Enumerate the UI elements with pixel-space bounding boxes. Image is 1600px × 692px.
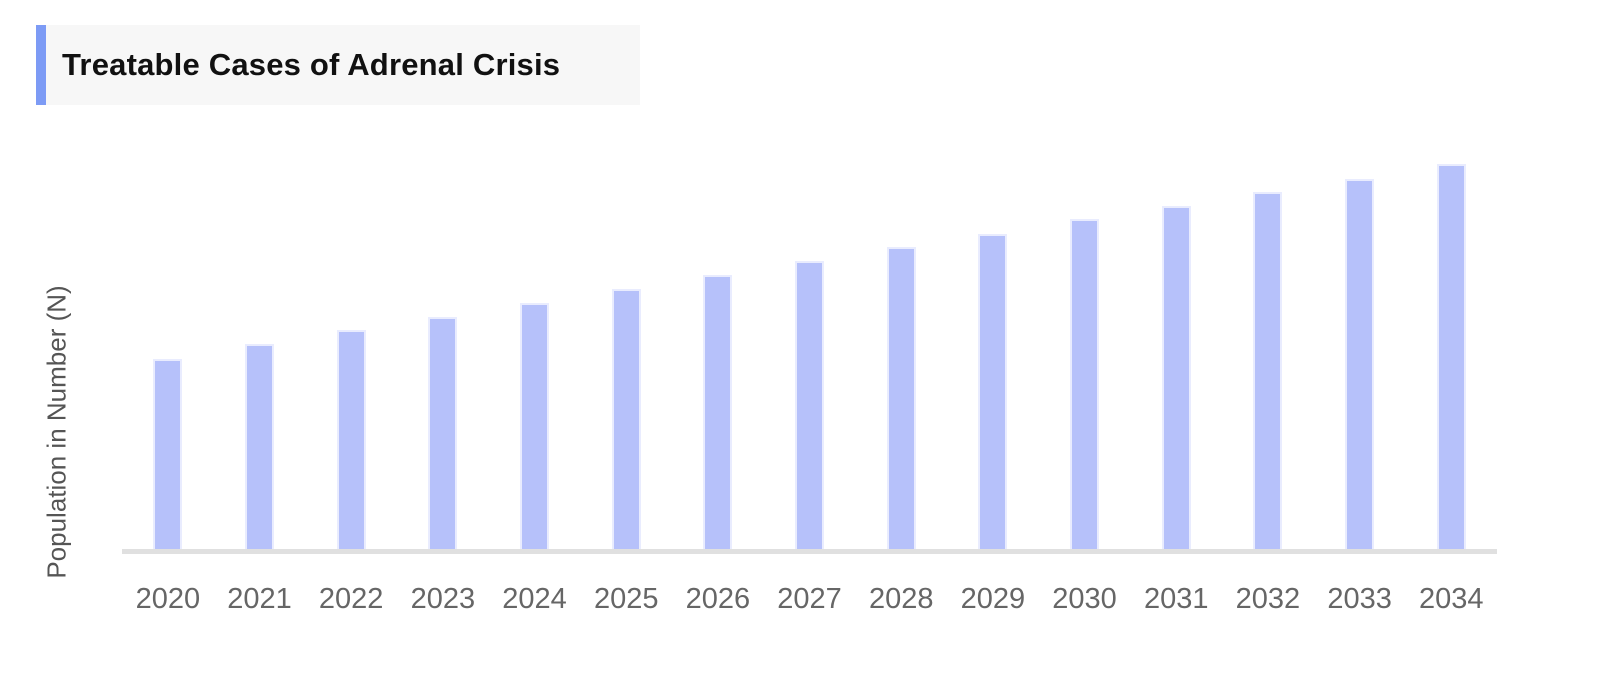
x-tick-2021: 2021 [227, 583, 292, 615]
bar-2025[interactable] [611, 289, 641, 549]
title-background-box: Treatable Cases of Adrenal Crisis [46, 25, 640, 105]
bar-2027[interactable] [795, 261, 825, 549]
x-tick-2023: 2023 [410, 583, 476, 615]
x-tick-2032: 2032 [1235, 583, 1301, 615]
bar-slot-2024 [489, 119, 581, 549]
bar-slot-2021 [214, 119, 306, 549]
x-tick-2027: 2027 [777, 583, 842, 615]
bar-2026[interactable] [703, 275, 733, 549]
bar-2034[interactable] [1436, 164, 1466, 549]
bar-slot-2023 [397, 119, 489, 549]
bar-slot-2027 [764, 119, 856, 549]
bar-chart: 2020 2021 2022 2023 2024 2025 2026 2027 2028 2029… [122, 119, 1497, 616]
bar-2020[interactable] [153, 359, 183, 549]
x-tick-2033: 2033 [1327, 583, 1392, 615]
bar-slot-2029 [947, 119, 1039, 549]
y-axis-label: Population in Number (N) [41, 285, 72, 579]
bar-slot-2031 [1130, 119, 1222, 549]
x-tick-2034: 2034 [1418, 583, 1484, 615]
bar-slot-2030 [1039, 119, 1131, 549]
bar-2023[interactable] [428, 317, 458, 549]
x-axis-line [122, 549, 1497, 554]
chart-title: Treatable Cases of Adrenal Crisis [62, 47, 561, 82]
bar-slot-2026 [672, 119, 764, 549]
x-axis-tick-labels: 2020 2021 2022 2023 2024 2025 2026 2027 2028 2029… [122, 583, 1497, 616]
bars-plot-area [122, 119, 1497, 549]
x-tick-2029: 2029 [960, 583, 1026, 615]
bar-2021[interactable] [245, 344, 274, 549]
x-tick-2020: 2020 [135, 583, 201, 615]
bar-slot-2025 [580, 119, 672, 549]
bar-2022[interactable] [336, 330, 366, 549]
bar-slot-2020 [122, 119, 214, 549]
x-tick-2031: 2031 [1143, 583, 1209, 615]
x-tick-2024: 2024 [502, 583, 567, 615]
bar-slot-2032 [1222, 119, 1314, 549]
chart-title-block: Treatable Cases of Adrenal Crisis [36, 25, 640, 105]
bar-2029[interactable] [978, 234, 1008, 549]
x-tick-2028: 2028 [868, 583, 934, 615]
x-tick-2030: 2030 [1052, 583, 1117, 615]
bar-2032[interactable] [1253, 192, 1283, 549]
bar-slot-2028 [855, 119, 947, 549]
x-tick-2022: 2022 [318, 583, 384, 615]
bar-2033[interactable] [1345, 179, 1375, 549]
x-tick-2025: 2025 [593, 583, 659, 615]
bar-2030[interactable] [1070, 219, 1100, 549]
bar-2031[interactable] [1161, 206, 1191, 549]
bar-2028[interactable] [886, 247, 916, 549]
x-tick-2026: 2026 [685, 583, 751, 615]
bar-slot-2033 [1314, 119, 1406, 549]
bar-slot-2034 [1405, 119, 1497, 549]
title-accent-bar [36, 25, 46, 105]
bar-2024[interactable] [520, 303, 550, 549]
bar-slot-2022 [305, 119, 397, 549]
